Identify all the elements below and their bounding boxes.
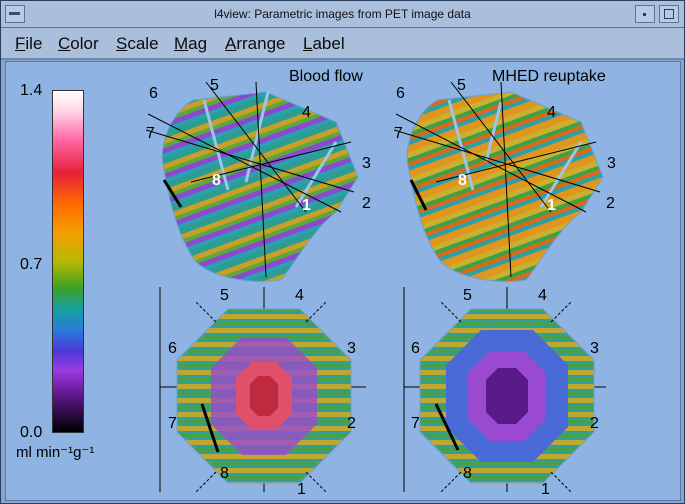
blood-flow-polar-map[interactable] (159, 287, 366, 493)
segment-label-2: 2 (362, 195, 371, 212)
menu-color[interactable]: Color (58, 34, 99, 53)
colorbar-unit-label: ml min⁻¹g⁻¹ (16, 444, 95, 461)
colorbar-mid-label: 0.7 (20, 256, 43, 273)
window-title: l4view: Parametric images from PET image… (214, 7, 471, 21)
polar-label-3: 3 (590, 340, 599, 357)
mhed-reuptake-3d-heart[interactable] (393, 81, 604, 282)
polar-label-7: 7 (168, 415, 177, 432)
polar-label-1: 1 (297, 481, 306, 498)
segment-label-1: 1 (547, 197, 556, 214)
polar-label-7: 7 (411, 415, 420, 432)
menu-file[interactable]: File (15, 34, 43, 53)
polar-label-8: 8 (463, 465, 472, 482)
polar-label-6: 6 (168, 340, 177, 357)
segment-label-3: 3 (362, 155, 371, 172)
segment-label-4: 4 (302, 104, 311, 121)
blood-flow-polar-labels: 1 2 3 4 5 6 7 8 (168, 287, 356, 498)
menu-arrange[interactable]: Arrange (225, 34, 286, 53)
mhed-reuptake-3d-labels: 1 2 3 4 5 6 7 8 (394, 77, 616, 214)
menu-label[interactable]: Label (303, 34, 345, 53)
window-menu-button[interactable] (5, 5, 25, 23)
polar-label-2: 2 (347, 415, 356, 432)
blood-flow-3d-labels: 1 2 3 4 5 6 7 8 (146, 77, 371, 214)
blood-flow-title: Blood flow (289, 68, 363, 85)
heart-images: 1 2 3 4 5 6 7 8 (145, 77, 616, 498)
polar-label-6: 6 (411, 340, 420, 357)
segment-label-4: 4 (547, 104, 556, 121)
polar-label-5: 5 (220, 287, 229, 304)
colorbar (52, 90, 84, 433)
segment-label-1: 1 (302, 197, 311, 214)
polar-label-5: 5 (463, 287, 472, 304)
minimize-button[interactable] (635, 5, 655, 23)
menu-mag[interactable]: Mag (174, 34, 208, 53)
segment-label-8: 8 (212, 172, 221, 189)
title-bar[interactable]: l4view: Parametric images from PET image… (1, 1, 684, 28)
colorbar-min-label: 0.0 (20, 424, 43, 441)
polar-label-1: 1 (541, 481, 550, 498)
maximize-button[interactable] (659, 5, 679, 23)
polar-label-3: 3 (347, 340, 356, 357)
mhed-reuptake-polar-map[interactable] (403, 287, 606, 493)
segment-label-5: 5 (210, 77, 219, 94)
polar-label-4: 4 (538, 287, 547, 304)
segment-label-5: 5 (457, 77, 466, 94)
segment-label-3: 3 (607, 155, 616, 172)
mhed-reuptake-title: MHED reuptake (492, 68, 606, 85)
segment-label-7: 7 (394, 125, 403, 142)
image-canvas: 1.4 0.7 0.0 ml min⁻¹g⁻¹ Blood flow MHED … (5, 61, 681, 501)
segment-label-6: 6 (149, 85, 158, 102)
segment-label-6: 6 (396, 85, 405, 102)
segment-label-8: 8 (458, 172, 467, 189)
polar-label-2: 2 (590, 415, 599, 432)
blood-flow-3d-heart[interactable] (145, 81, 359, 282)
mhed-reuptake-polar-labels: 1 2 3 4 5 6 7 8 (411, 287, 599, 498)
menu-bar: File Color Scale Mag Arrange Label (1, 28, 684, 60)
segment-label-2: 2 (606, 195, 615, 212)
menu-scale[interactable]: Scale (116, 34, 159, 53)
colorbar-max-label: 1.4 (20, 82, 43, 99)
polar-label-8: 8 (220, 465, 229, 482)
polar-label-4: 4 (295, 287, 304, 304)
segment-label-7: 7 (146, 125, 155, 142)
